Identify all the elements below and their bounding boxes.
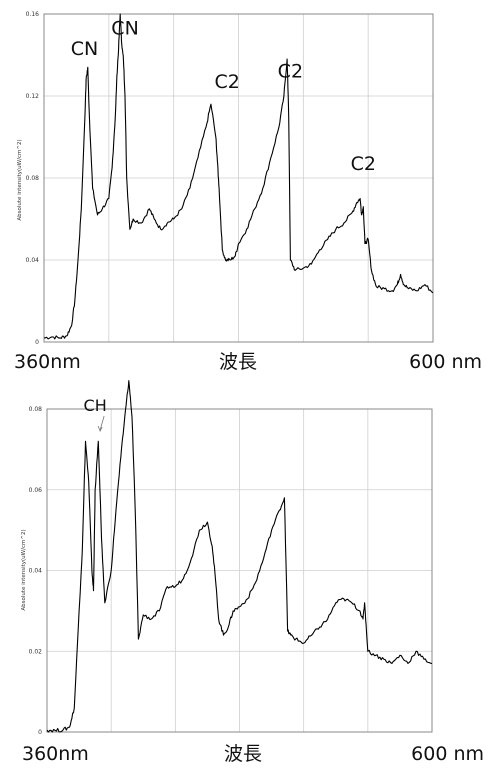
x-right-label: 600 nm [409,351,482,373]
y-tick-label: 0.12 [26,93,40,100]
peak-annotation: C2 [351,153,376,175]
y-tick-label: 0 [38,729,42,736]
plot-frame [43,13,434,343]
peak-annotation: CN [71,38,98,60]
y-tick-label: 0.16 [26,11,40,18]
spectrum-series-line [46,380,433,733]
y-tick-label: 0.06 [29,487,43,494]
y-axis-label: Absolute intensity(uW/cm^2) [17,139,23,220]
x-center-label: 波長 [219,351,257,373]
y-tick-label: 0.08 [29,406,43,413]
y-tick-label: 0.04 [29,568,43,575]
x-right-label: 600 nm [411,743,484,765]
y-tick-label: 0.08 [26,175,40,182]
peak-annotation: C2 [278,61,303,83]
y-tick-label: 0 [35,339,39,346]
annotation-arrow [99,415,105,431]
spectrum-chart-1: 0 0.04 0.08 0.12 0.16 Absolute intensity(uW/… [14,11,482,373]
y-axis-label: Absolute intensity(uW/cm^2) [21,529,27,610]
x-left-label: 360nm [14,351,81,373]
peak-annotation: C2 [214,71,239,93]
x-center-label: 波長 [224,743,262,765]
annotation-arrowhead [97,425,103,432]
y-tick-label: 0.04 [26,257,40,264]
peak-annotation: CH [84,396,107,415]
x-left-label: 360nm [22,743,89,765]
y-tick-label: 0.02 [29,648,43,655]
peak-annotation: CN [111,18,138,40]
spectrum-chart-2: 0 0.02 0.04 0.06 0.08 Absolute intensity(uW/… [21,380,484,765]
spectrum-series-line [43,13,434,340]
plot-frame [46,408,433,733]
